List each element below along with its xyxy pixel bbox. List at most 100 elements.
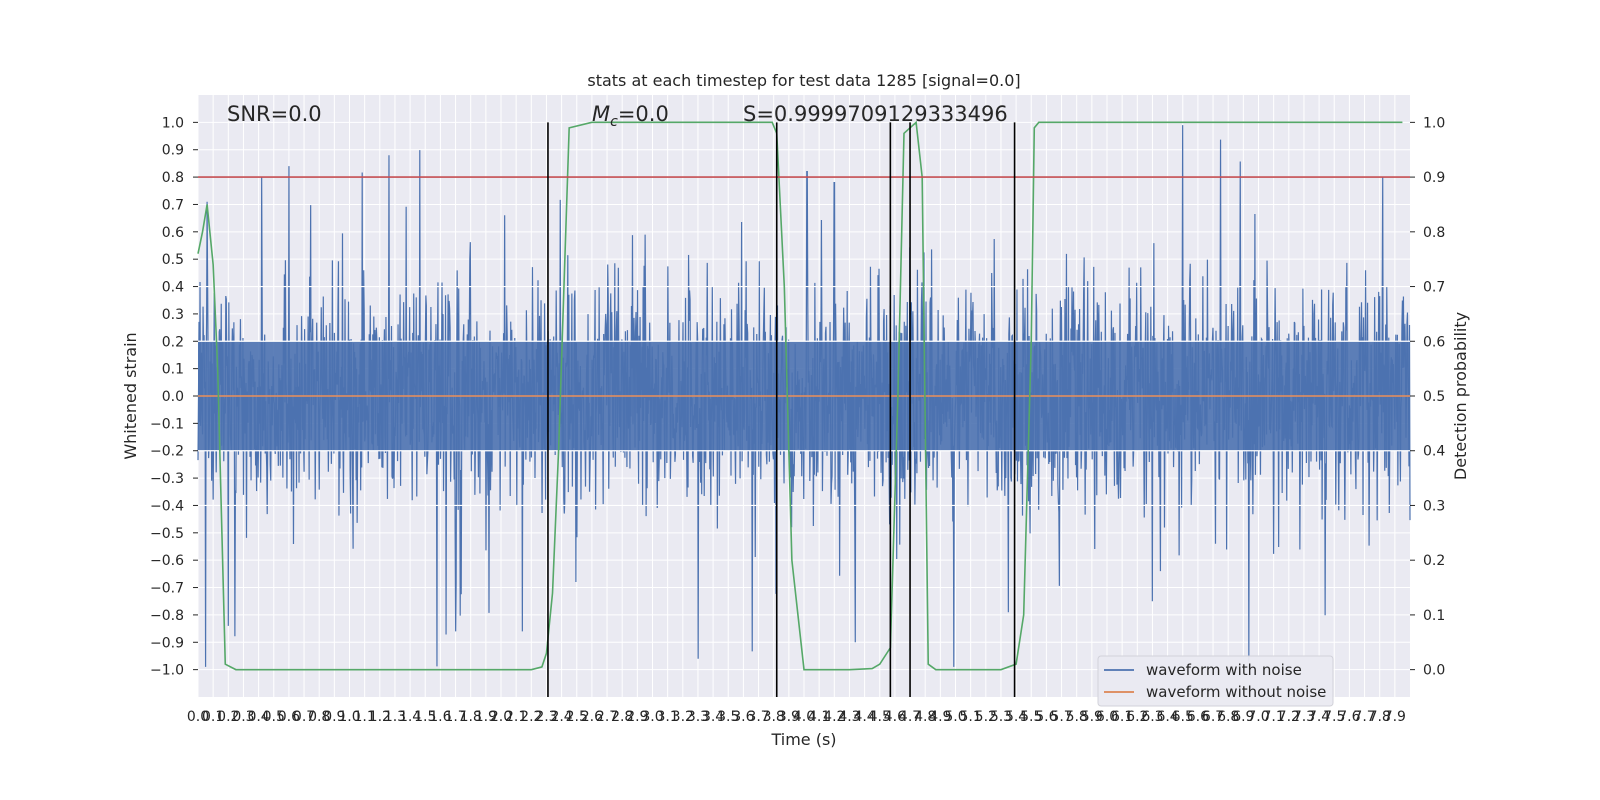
- y-tick-label: −0.3: [150, 471, 184, 487]
- detection-probability-line: [197, 120, 1403, 671]
- x-tick-label: 1.5: [414, 709, 436, 725]
- y-tick-label: −0.7: [150, 581, 184, 597]
- x-tick-label: 1.7: [444, 709, 466, 725]
- x-tick-label: 6.9: [1232, 709, 1254, 725]
- s-annotation: S=0.9999709129333496: [743, 102, 1008, 126]
- x-tick-label: 7.5: [1323, 709, 1345, 725]
- y-tick-label: −0.4: [150, 498, 184, 514]
- y-tick-label: 0.4: [162, 280, 184, 296]
- x-tick-label: 6.4: [1156, 709, 1178, 725]
- x-tick-label: 7.8: [1369, 709, 1391, 725]
- x-tick-label: 1.4: [399, 709, 421, 725]
- x-tick-label: 4.4: [853, 709, 875, 725]
- x-tick-label: 4.5: [869, 709, 891, 725]
- x-tick-label: 0.1: [202, 709, 224, 725]
- y2-tick-label: 0.0: [1423, 663, 1445, 679]
- x-tick-label: 3.8: [763, 709, 785, 725]
- y-tick-label: 0.5: [162, 252, 184, 268]
- x-tick-label: 1.9: [475, 709, 497, 725]
- x-axis-label: Time (s): [770, 730, 836, 749]
- x-tick-label: 7.3: [1293, 709, 1315, 725]
- x-tick-label: 0.4: [247, 709, 269, 725]
- y-tick-label: 0.3: [162, 307, 184, 323]
- x-tick-label: 4.1: [808, 709, 830, 725]
- y-tick-label: 0.0: [162, 389, 184, 405]
- x-tick-label: 1.0: [338, 709, 360, 725]
- y-axis-label: Whitened strain: [121, 332, 140, 459]
- x-tick-label: 4.2: [823, 709, 845, 725]
- y-tick-label: 1.0: [162, 115, 184, 131]
- x-tick-label: 2.8: [611, 709, 633, 725]
- x-tick-label: 2.2: [520, 709, 542, 725]
- x-tick-label: 2.3: [535, 709, 557, 725]
- x-tick-label: 5.0: [944, 709, 966, 725]
- x-tick-label: 4.7: [899, 709, 921, 725]
- legend: waveform with noise waveform without nois…: [1097, 655, 1334, 707]
- x-tick-label: 2.5: [566, 709, 588, 725]
- x-tick-label: 4.3: [838, 709, 860, 725]
- y2-tick-label: 0.8: [1423, 225, 1445, 241]
- x-tick-label: 3.7: [747, 709, 769, 725]
- x-tick-label: 3.4: [702, 709, 724, 725]
- x-tick-label: 6.1: [1111, 709, 1133, 725]
- y-tick-label: 0.9: [162, 143, 184, 159]
- x-tick-label: 6.0: [1096, 709, 1118, 725]
- x-tick-label: 2.9: [626, 709, 648, 725]
- y2-tick-label: 0.6: [1423, 334, 1445, 350]
- y2-axis-label: Detection probability: [1451, 312, 1470, 480]
- x-tick-label: 3.1: [657, 709, 679, 725]
- mc-annotation: Mc=0.0: [592, 102, 669, 130]
- x-tick-label: 5.3: [990, 709, 1012, 725]
- y-tick-label: −0.6: [150, 553, 184, 569]
- vertical-markers: [547, 122, 1016, 697]
- x-tick-label: 1.1: [354, 709, 376, 725]
- y2-tick-label: 0.1: [1423, 608, 1445, 624]
- x-tick-label: 2.7: [596, 709, 618, 725]
- x-tick-label: 7.2: [1278, 709, 1300, 725]
- y2-tick-label: 0.7: [1423, 280, 1445, 296]
- x-tick-label: 1.3: [384, 709, 406, 725]
- x-tick-label: 5.9: [1081, 709, 1103, 725]
- x-tick-label: 2.6: [581, 709, 603, 725]
- x-tick-label: 2.0: [490, 709, 512, 725]
- mc-symbol: M: [592, 102, 610, 126]
- y2-tick-label: 1.0: [1423, 115, 1445, 131]
- y-tick-label: −0.2: [150, 444, 184, 460]
- x-tick-label: 2.1: [505, 709, 527, 725]
- x-tick-label: 0.9: [323, 709, 345, 725]
- x-tick-label: 5.6: [1035, 709, 1057, 725]
- x-tick-label: 5.7: [1050, 709, 1072, 725]
- x-tick-label: 7.6: [1338, 709, 1360, 725]
- x-tick-label: 3.2: [672, 709, 694, 725]
- x-tick-label: 0.0: [187, 709, 209, 725]
- x-tick-label: 6.2: [1126, 709, 1148, 725]
- x-tick-label: 4.0: [793, 709, 815, 725]
- y2-tick-label: 0.2: [1423, 553, 1445, 569]
- y2-tick-label: 0.3: [1423, 498, 1445, 514]
- x-tick-label: 7.7: [1353, 709, 1375, 725]
- x-tick-label: 4.9: [929, 709, 951, 725]
- x-tick-label: 6.7: [1202, 709, 1224, 725]
- x-tick-label: 2.4: [550, 709, 572, 725]
- x-tick-label: 3.5: [717, 709, 739, 725]
- x-tick-label: 5.8: [1066, 709, 1088, 725]
- x-tick-label: 7.9: [1384, 709, 1406, 725]
- x-tick-label: 5.4: [1005, 709, 1027, 725]
- y2-tick-label: 0.4: [1423, 444, 1445, 460]
- y-tick-label: −0.8: [150, 608, 184, 624]
- x-tick-label: 5.5: [1020, 709, 1042, 725]
- mc-value: =0.0: [618, 102, 669, 126]
- x-tick-label: 1.6: [429, 709, 451, 725]
- x-tick-label: 1.8: [460, 709, 482, 725]
- legend-box: [1097, 655, 1334, 707]
- y-tick-label: 0.7: [162, 197, 184, 213]
- x-tick-label: 0.7: [293, 709, 315, 725]
- x-tick-label: 3.3: [687, 709, 709, 725]
- mc-subscript: c: [610, 114, 618, 130]
- x-tick-label: 5.2: [975, 709, 997, 725]
- x-tick-label: 6.5: [1172, 709, 1194, 725]
- x-tick-label: 7.1: [1263, 709, 1285, 725]
- x-tick-label: 0.2: [217, 709, 239, 725]
- x-tick-label: 6.6: [1187, 709, 1209, 725]
